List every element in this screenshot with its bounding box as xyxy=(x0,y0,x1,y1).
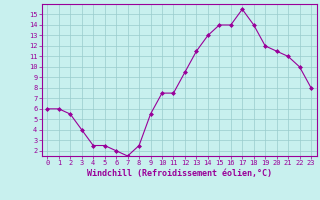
X-axis label: Windchill (Refroidissement éolien,°C): Windchill (Refroidissement éolien,°C) xyxy=(87,169,272,178)
